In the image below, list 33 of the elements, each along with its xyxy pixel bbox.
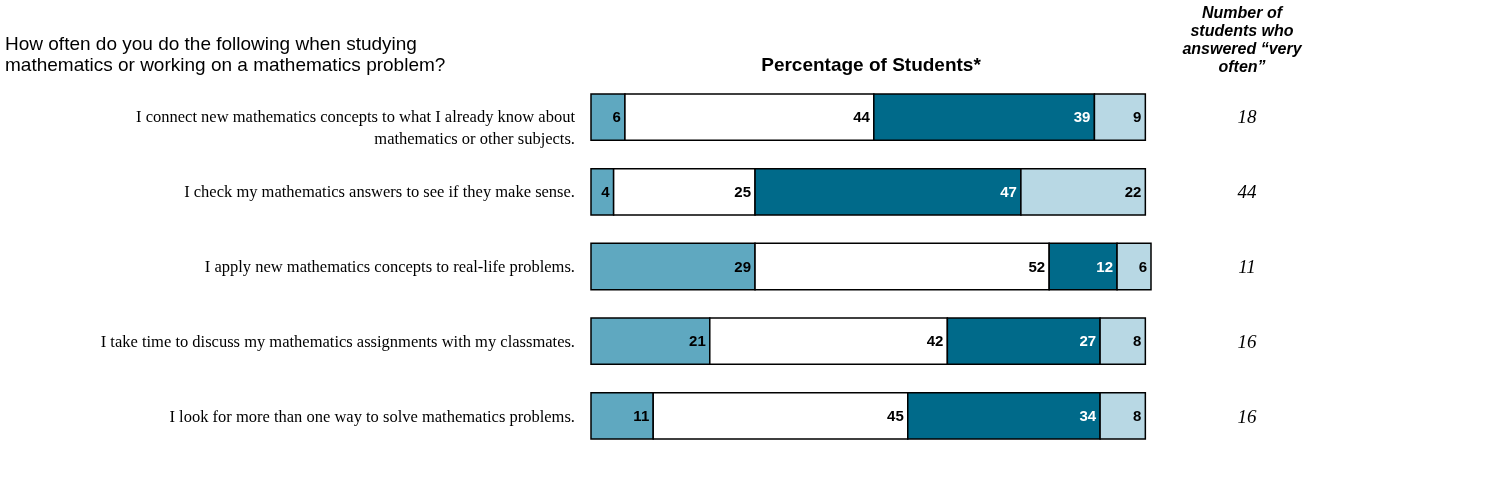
- data-label: 9: [1133, 108, 1142, 126]
- data-label: 6: [612, 108, 621, 126]
- data-label: 45: [887, 406, 904, 424]
- data-label: 52: [1028, 257, 1046, 275]
- data-label: 22: [1124, 182, 1142, 200]
- data-label: 11: [633, 406, 650, 424]
- y-tick-label: I check my mathematics answers to see if they make sense.: [184, 181, 575, 201]
- data-label: 42: [926, 332, 944, 350]
- data-label: 8: [1133, 332, 1142, 350]
- data-label: 4: [601, 182, 611, 200]
- data-label: 34: [1079, 406, 1097, 424]
- y-tick-label: I connect new mathematics concepts to what I already know about mathematics or other subjects.: [136, 106, 576, 148]
- y-tick-label: I take time to discuss my mathematics assignments with my classmates.: [100, 331, 575, 351]
- data-label: 44: [853, 108, 871, 126]
- data-label: 27: [1079, 332, 1097, 350]
- data-label: 39: [1073, 108, 1091, 126]
- text: 16: [1237, 330, 1257, 352]
- data-label: 25: [734, 182, 752, 200]
- data-label: 29: [734, 257, 752, 275]
- text: 16: [1237, 405, 1257, 427]
- data-label: 47: [1000, 182, 1017, 200]
- text: 11: [1238, 255, 1256, 277]
- text: 18: [1237, 105, 1257, 127]
- data-label: 21: [689, 332, 706, 350]
- y2-axis-title: Number of students who answered “very often”: [1182, 4, 1303, 75]
- y-tick-label: I apply new mathematics concepts to real-life problems.: [204, 256, 575, 276]
- data-label: 8: [1133, 406, 1142, 424]
- text: 44: [1237, 180, 1257, 202]
- data-label: 12: [1096, 257, 1114, 275]
- data-label: 6: [1138, 257, 1147, 275]
- y-axis-title: How often do you do the following when studying mathematics or working on a mathematics problem?: [5, 33, 446, 75]
- y-tick-label: I look for more than one way to solve mathematics problems.: [169, 406, 575, 426]
- chart-title: Percentage of Students*: [761, 54, 982, 75]
